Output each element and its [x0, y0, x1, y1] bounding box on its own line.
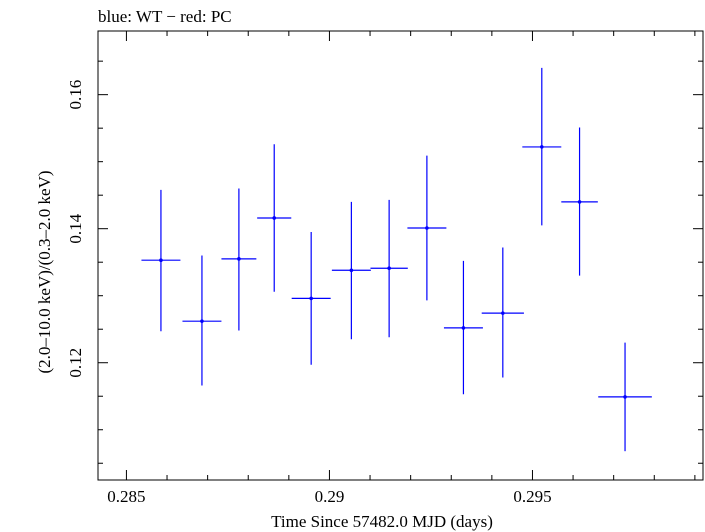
data-point — [407, 155, 447, 301]
chart-title: blue: WT − red: PC — [98, 7, 232, 26]
point-marker — [309, 296, 313, 301]
x-axis-label: Time Since 57482.0 MJD (days) — [271, 512, 493, 531]
point-marker — [425, 226, 429, 230]
data-point — [598, 342, 652, 452]
data-points — [141, 67, 652, 452]
x-tick-label: 0.295 — [513, 487, 551, 506]
data-point — [481, 247, 524, 378]
point-marker — [237, 257, 241, 261]
data-point — [561, 127, 598, 276]
y-tick-label: 0.16 — [66, 80, 85, 110]
point-marker — [540, 145, 544, 149]
point-marker — [387, 266, 391, 271]
data-point — [221, 188, 257, 331]
y-axis-label: (2.0–10.0 keV)/(0.3–2.0 keV) — [35, 170, 54, 373]
point-marker — [349, 268, 354, 273]
data-point — [443, 260, 483, 395]
point-marker — [501, 311, 505, 315]
data-point — [331, 201, 371, 340]
data-point — [370, 199, 408, 338]
y-axis-ticks: 0.12 0.14 0.16 — [66, 60, 703, 464]
data-point — [182, 255, 222, 386]
y-tick-label: 0.14 — [66, 213, 85, 243]
y-tick-label: 0.12 — [66, 348, 85, 378]
x-tick-label: 0.29 — [315, 487, 345, 506]
x-axis-ticks: 0.285 0.29 0.295 — [107, 31, 696, 506]
x-tick-label: 0.285 — [107, 487, 145, 506]
data-point — [257, 144, 292, 292]
data-point — [291, 232, 331, 365]
point-marker — [272, 216, 277, 220]
point-marker — [623, 395, 627, 399]
data-point — [141, 189, 181, 332]
plot-frame — [97, 30, 704, 481]
point-marker — [159, 258, 163, 262]
point-marker — [577, 200, 582, 204]
point-marker — [461, 326, 466, 330]
data-point — [522, 67, 562, 226]
point-marker — [200, 319, 204, 323]
